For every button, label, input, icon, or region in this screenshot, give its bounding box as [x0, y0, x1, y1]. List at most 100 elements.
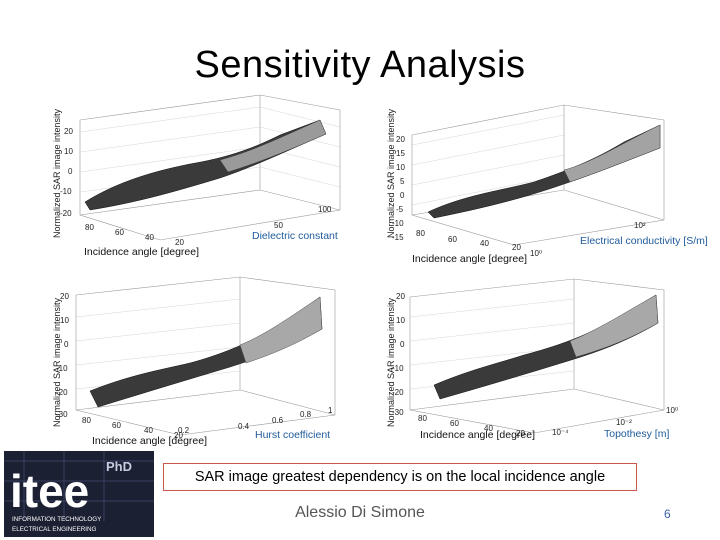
surface-plot-dielectric: Normalized SAR image intensity 20 10 0 -… [50, 90, 350, 265]
param-tick-labels: 10⁰ 10² [530, 221, 646, 258]
tick-label: 10⁰ [530, 249, 542, 258]
tick-label: 60 [448, 235, 457, 244]
logo-badge-text: PhD [106, 459, 132, 474]
axis-box [75, 276, 336, 436]
conclusion-text: SAR image greatest dependency is on the [194, 469, 471, 485]
tick-label: -30 [56, 410, 68, 419]
surface-mesh-light [569, 294, 659, 358]
z-tick-labels: 20 10 0 -10 -20 [60, 127, 73, 218]
tick-label: 60 [112, 421, 121, 430]
tick-label: 0 [400, 191, 405, 200]
surface-mesh-light [219, 119, 327, 173]
tick-label: 20 [64, 127, 73, 136]
logo-line2: ELECTRICAL ENGINEERING [12, 526, 97, 533]
tick-label: 20 [512, 243, 521, 252]
surface-plot-topothesy: Normalized SAR image intensity 20 10 0 -… [384, 278, 714, 450]
logo-graphic: itee PhD INFORMATION TECHNOLOGY ELECTRIC… [4, 451, 154, 537]
tick-label: 5 [400, 177, 405, 186]
param-axis-label: Dielectric constant [252, 230, 338, 242]
conclusion-box: SAR image greatest dependency is on the … [163, 463, 637, 491]
tick-label: 0.8 [300, 410, 312, 419]
tick-label: 15 [396, 149, 405, 158]
tick-label: -10 [56, 364, 68, 373]
tick-label: -10 [60, 187, 72, 196]
tick-label: 10⁰ [666, 406, 678, 415]
tick-label: 20 [516, 429, 525, 438]
tick-label: -15 [392, 233, 404, 242]
surface-plot-svg: 20 10 0 -10 -20 -30 80 60 40 20 10⁻⁴ 10⁻… [392, 278, 678, 438]
tick-label: 40 [145, 233, 154, 242]
tick-label: -20 [392, 388, 404, 397]
itee-logo: itee PhD INFORMATION TECHNOLOGY ELECTRIC… [4, 451, 154, 537]
logo-line1: INFORMATION TECHNOLOGY [12, 516, 102, 523]
page-number: 6 [664, 507, 671, 521]
tick-label: 100 [318, 205, 332, 214]
tick-label: 80 [85, 223, 94, 232]
tick-label: -5 [396, 205, 404, 214]
x-tick-labels: 80 60 40 20 [82, 416, 183, 440]
tick-label: 1 [328, 406, 333, 415]
tick-label: 0 [64, 340, 69, 349]
tick-label: 40 [484, 424, 493, 433]
z-tick-labels: 20 10 0 -10 -20 -30 [392, 292, 405, 417]
tick-label: 20 [396, 292, 405, 301]
surface-plot-svg: 20 10 0 -10 -20 80 60 40 20 50 100 [60, 94, 341, 247]
tick-label: 10⁻² [616, 418, 632, 427]
tick-label: -20 [60, 209, 72, 218]
tick-label: 0.2 [178, 426, 190, 435]
tick-label: -10 [392, 364, 404, 373]
conclusion-emphasis: local incidence angle [470, 469, 606, 485]
surface-mesh-light [239, 296, 323, 364]
param-tick-labels: 0.2 0.4 0.6 0.8 1 [178, 406, 333, 435]
param-axis-label: Hurst coefficient [255, 429, 331, 441]
tick-label: 0.6 [272, 416, 284, 425]
tick-label: 80 [418, 414, 427, 423]
x-axis-label: Incidence angle [degree] [420, 429, 536, 441]
tick-label: 20 [175, 238, 184, 247]
tick-label: 80 [416, 229, 425, 238]
x-axis-label: Incidence angle [degree] [92, 435, 208, 447]
tick-label: 0 [400, 340, 405, 349]
x-axis-label: Incidence angle [degree] [84, 246, 200, 258]
tick-label: 20 [396, 135, 405, 144]
tick-label: 20 [174, 431, 183, 440]
tick-label: 10 [396, 316, 405, 325]
z-tick-labels: 20 15 10 5 0 -5 -10 -15 [392, 135, 405, 242]
surface-plot-svg: 20 10 0 -10 -20 -30 80 60 40 20 0.2 0.4 … [56, 276, 336, 440]
x-tick-labels: 80 60 40 20 [85, 223, 184, 247]
tick-label: 60 [115, 228, 124, 237]
surface-plot-hurst: Normalized SAR image intensity 20 10 0 -… [50, 276, 350, 450]
author-name: Alessio Di Simone [295, 504, 425, 521]
param-axis-label: Topothesy [m] [604, 428, 670, 440]
tick-label: 10⁻⁴ [552, 428, 569, 437]
tick-label: -10 [392, 219, 404, 228]
tick-label: 0.4 [238, 422, 250, 431]
z-tick-labels: 20 10 0 -10 -20 -30 [56, 292, 69, 419]
tick-label: 80 [82, 416, 91, 425]
surface-mesh-light [563, 124, 661, 183]
param-axis-label: Electrical conductivity [S/m] [580, 235, 708, 247]
tick-label: -20 [56, 388, 68, 397]
tick-label: 10 [60, 316, 69, 325]
logo-main-text: itee [10, 465, 89, 517]
x-tick-labels: 80 60 40 20 [418, 414, 525, 438]
axis-box [411, 104, 665, 246]
axis-box [79, 94, 341, 241]
tick-label: 10 [396, 163, 405, 172]
surface-mesh [89, 296, 323, 408]
grid-lines [411, 114, 565, 206]
tick-label: 50 [274, 221, 283, 230]
tick-label: 10 [64, 147, 73, 156]
tick-label: 10² [634, 221, 646, 230]
tick-label: 40 [144, 426, 153, 435]
slide-title: Sensitivity Analysis [194, 44, 526, 86]
param-tick-labels: 10⁻⁴ 10⁻² 10⁰ [552, 406, 678, 437]
tick-label: 40 [480, 239, 489, 248]
axis-box [409, 278, 665, 434]
surface-plot-conductivity: Normalized SAR image intensity 20 15 10 … [384, 90, 720, 265]
x-tick-labels: 80 60 40 20 [416, 229, 521, 252]
x-axis-label: Incidence angle [degree] [412, 253, 528, 265]
tick-label: 60 [450, 419, 459, 428]
surface-plot-svg: 20 15 10 5 0 -5 -10 -15 80 60 40 20 10⁰ … [392, 104, 665, 258]
tick-label: -30 [392, 408, 404, 417]
